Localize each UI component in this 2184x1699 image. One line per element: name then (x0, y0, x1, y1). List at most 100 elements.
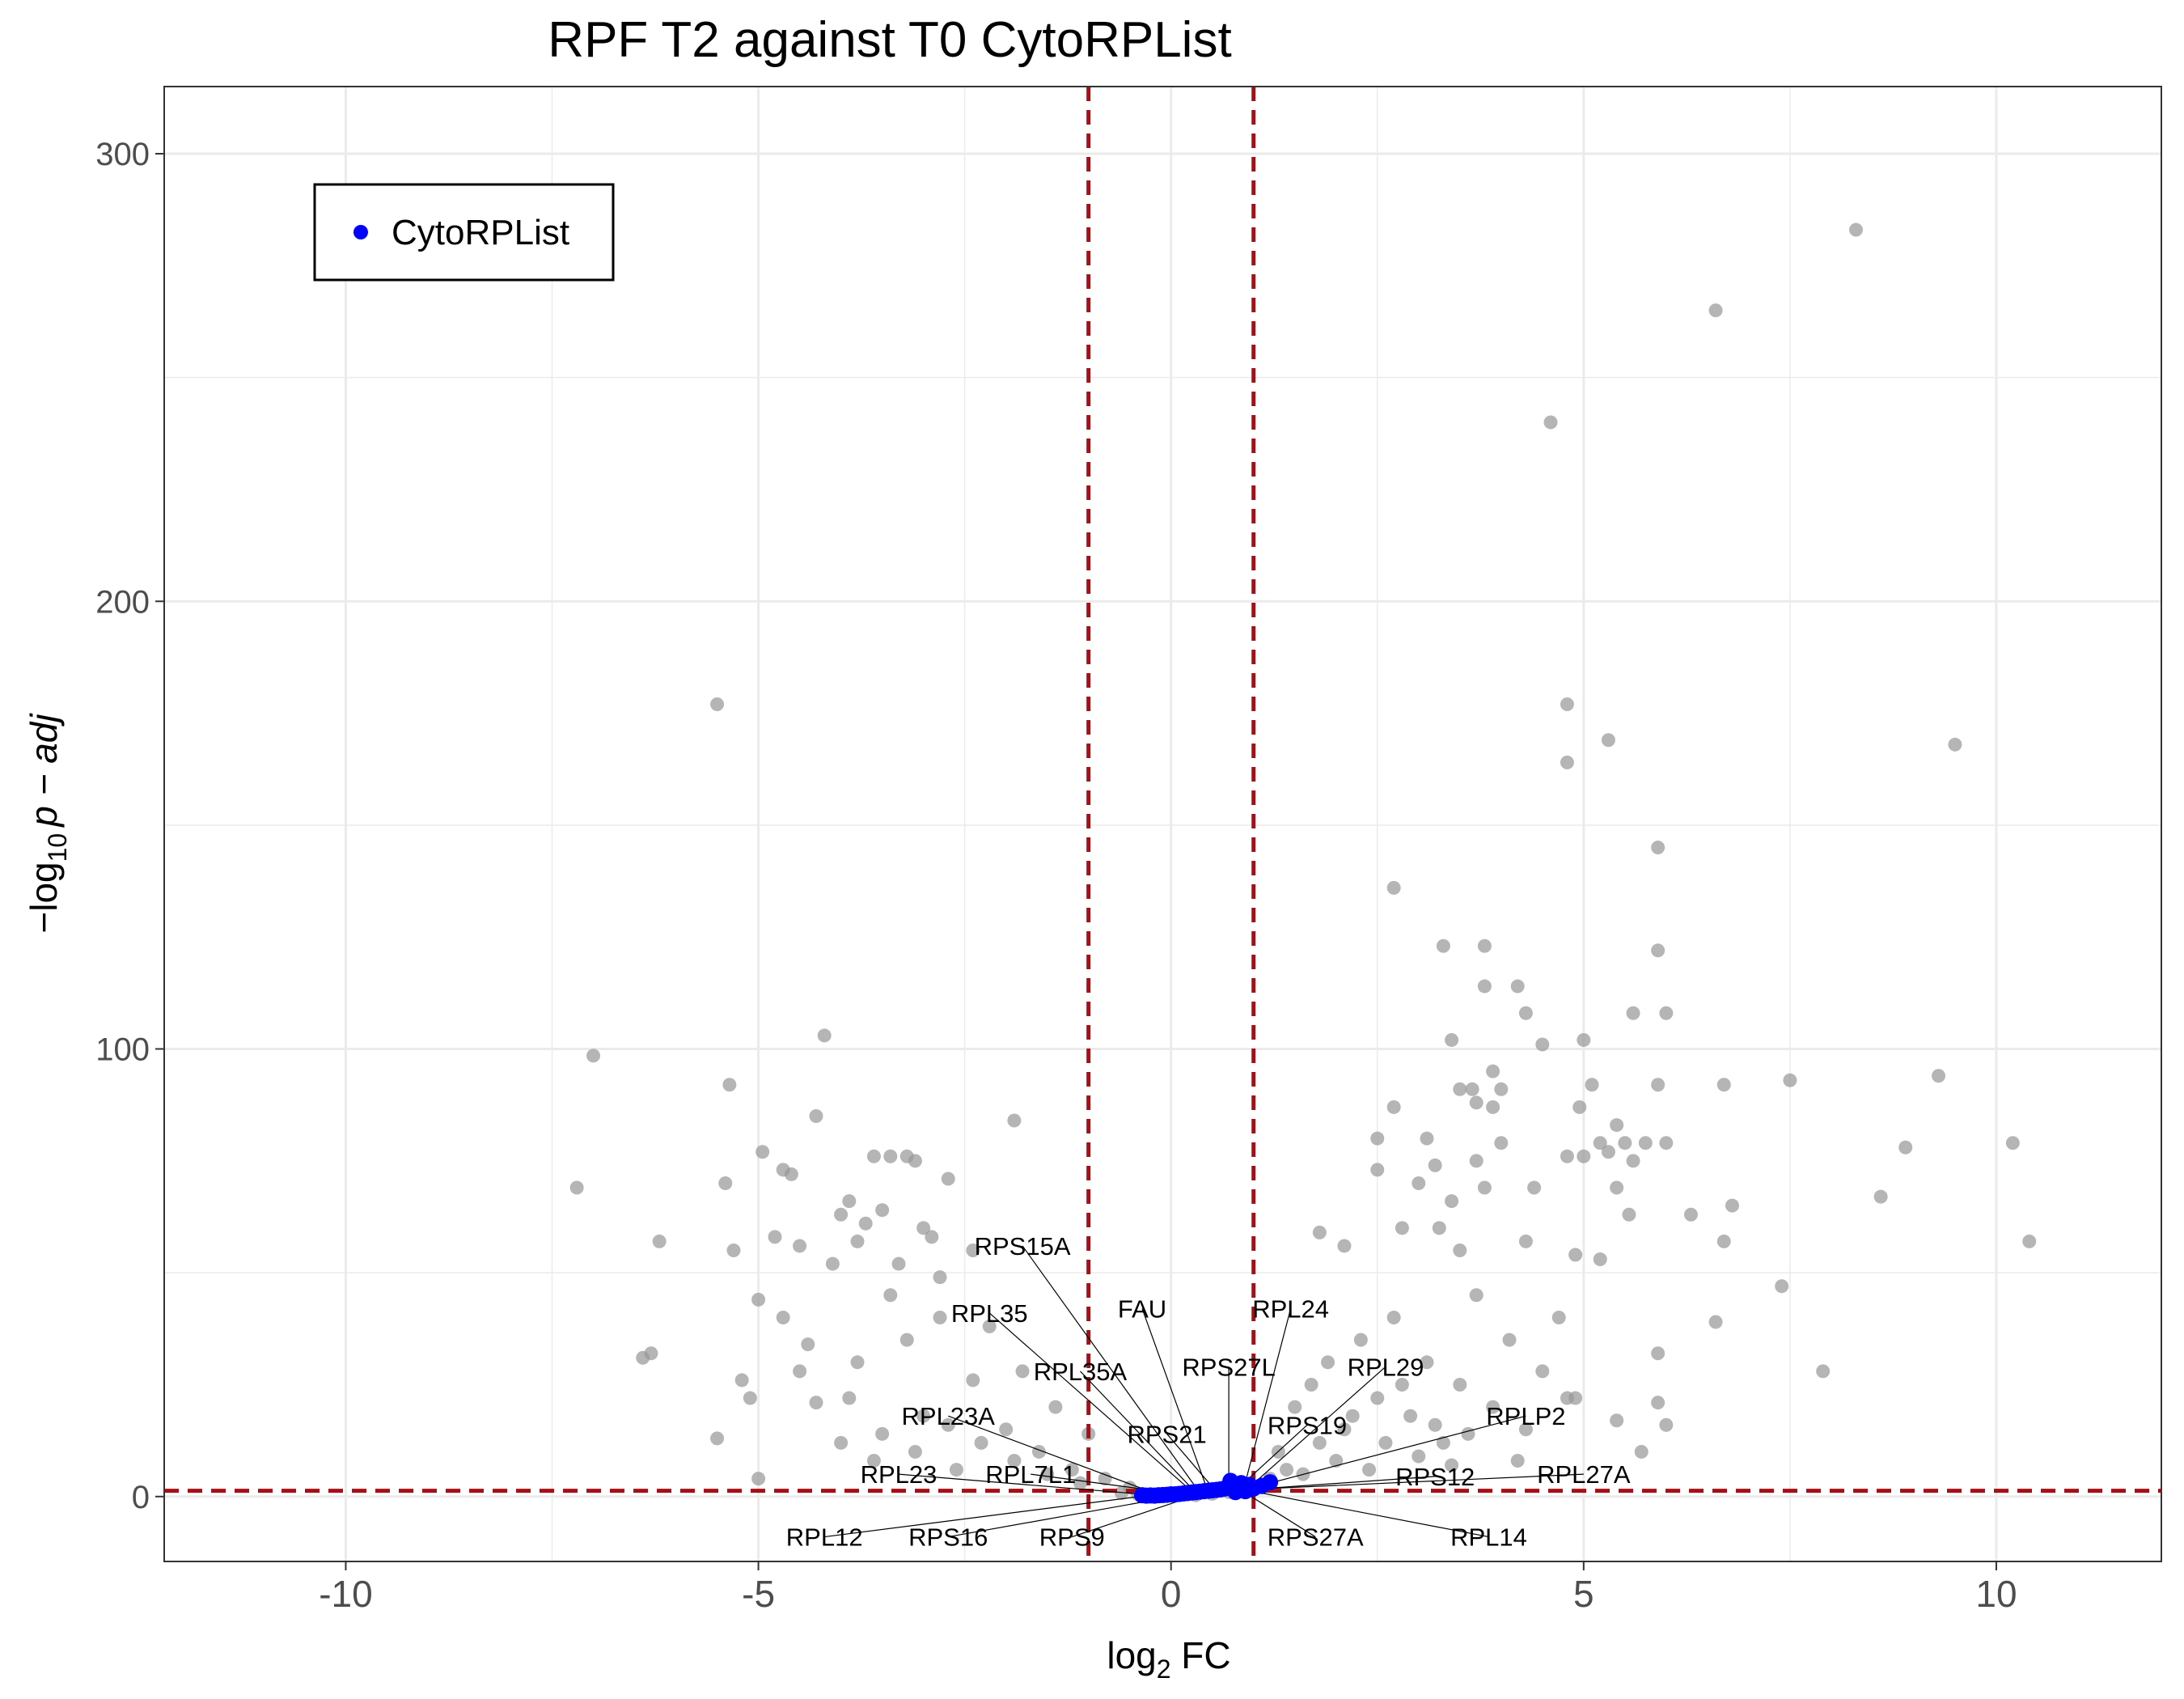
background-gene-point (1610, 1413, 1624, 1428)
background-gene-point (1634, 1444, 1649, 1459)
background-gene-point (1345, 1409, 1360, 1423)
background-gene-point (1445, 1458, 1459, 1472)
background-gene-point (1638, 1136, 1653, 1150)
background-gene-point (1948, 737, 1962, 752)
background-gene-point (982, 1320, 997, 1334)
gene-label: RPS27L (1182, 1353, 1275, 1381)
background-gene-point (883, 1149, 898, 1163)
background-gene-point (710, 697, 725, 712)
y-axis: 0 100 200 300 (95, 137, 164, 1515)
background-gene-point (1560, 755, 1574, 769)
background-gene-point (1073, 1476, 1087, 1490)
background-gene-point (1659, 1136, 1674, 1150)
background-gene-point (1626, 1154, 1640, 1168)
background-gene-point (1477, 979, 1492, 994)
gene-label-connector (824, 1495, 1147, 1538)
background-gene-point (1312, 1225, 1327, 1239)
background-gene-point (1593, 1136, 1607, 1150)
x-tick-label: 0 (1161, 1573, 1182, 1615)
background-gene-point (1304, 1377, 1318, 1392)
background-gene-point (652, 1234, 667, 1248)
background-gene-point (858, 1216, 873, 1231)
background-gene-point (1560, 697, 1574, 712)
y-axis-title: −log10 p − adj (23, 713, 72, 934)
background-gene-point (1518, 1006, 1533, 1020)
background-gene-point (941, 1417, 955, 1432)
gene-label: RPL27A (1537, 1460, 1631, 1489)
background-gene-point (1453, 1377, 1467, 1392)
background-gene-point (866, 1149, 881, 1163)
grid-lines (164, 87, 2161, 1561)
gene-label: RPS16 (908, 1523, 988, 1552)
background-gene-point (1932, 1069, 1946, 1083)
background-gene-point (1568, 1248, 1583, 1262)
background-gene-point (1518, 1234, 1533, 1248)
background-gene-point (949, 1463, 963, 1477)
background-gene-point (834, 1207, 849, 1222)
background-gene-point (1337, 1422, 1352, 1437)
background-gene-point (1543, 415, 1558, 430)
background-genes (569, 222, 2037, 1502)
background-gene-point (1510, 979, 1525, 994)
background-gene-point (756, 1145, 770, 1159)
background-gene-point (1651, 1396, 1666, 1410)
x-axis-title-rest: FC (1171, 1634, 1231, 1676)
gene-label: RPL23 (861, 1460, 938, 1489)
plot-panel (164, 87, 2161, 1561)
gene-label-connector (1022, 1245, 1200, 1494)
background-gene-point (1518, 1422, 1533, 1437)
background-gene-point (1873, 1189, 1888, 1204)
background-gene-point (966, 1243, 980, 1257)
background-gene-point (1469, 1154, 1484, 1168)
gene-label: RPS9 (1039, 1523, 1105, 1552)
gene-label: RPS21 (1127, 1420, 1206, 1448)
background-gene-point (1321, 1355, 1335, 1370)
background-gene-point (1428, 1417, 1442, 1432)
background-gene-point (1577, 1032, 1591, 1047)
background-gene-point (722, 1078, 737, 1092)
background-gene-point (1510, 1454, 1525, 1468)
background-gene-point (941, 1172, 955, 1186)
background-gene-point (1659, 1417, 1674, 1432)
gene-label: RPS15A (975, 1232, 1071, 1260)
background-gene-point (1386, 880, 1401, 895)
background-gene-point (899, 1333, 914, 1347)
background-gene-point (2005, 1136, 2020, 1150)
background-gene-point (1816, 1364, 1831, 1379)
background-gene-point (1486, 1064, 1500, 1078)
background-gene-point (801, 1337, 815, 1352)
background-gene-point (1370, 1163, 1385, 1177)
background-gene-point (1329, 1454, 1344, 1468)
y-axis-title-italic: p − adj (23, 713, 65, 828)
gene-label-connector (1249, 1489, 1489, 1538)
gene-label: RPL7L1 (985, 1460, 1076, 1489)
background-gene-point (1040, 1467, 1055, 1481)
background-gene-point (1395, 1377, 1409, 1392)
background-gene-point (1585, 1078, 1599, 1092)
background-gene-point (809, 1396, 823, 1410)
gene-label: RPL35A (1034, 1358, 1128, 1386)
background-gene-point (1849, 222, 1864, 237)
background-gene-point (1436, 938, 1450, 953)
background-gene-point (1708, 1315, 1723, 1329)
background-gene-point (1593, 1252, 1607, 1267)
background-gene-point (850, 1234, 865, 1248)
x-axis-title: log2 FC (1107, 1634, 1230, 1684)
gene-label-connector (988, 1312, 1195, 1494)
background-gene-point (1626, 1006, 1640, 1020)
gene-label: RPL29 (1348, 1353, 1424, 1381)
background-gene-point (1535, 1037, 1550, 1052)
background-gene-point (1601, 1145, 1615, 1159)
background-gene-point (1445, 1032, 1459, 1047)
background-gene-point (1716, 1078, 1731, 1092)
background-gene-point (1572, 1099, 1587, 1114)
background-gene-point (1412, 1449, 1426, 1464)
background-gene-point (809, 1109, 823, 1124)
background-gene-point (1453, 1082, 1467, 1096)
background-gene-point (734, 1373, 749, 1388)
background-gene-point (1362, 1463, 1377, 1477)
legend-marker (353, 225, 368, 239)
background-gene-point (1098, 1472, 1112, 1486)
background-gene-point (875, 1203, 890, 1218)
